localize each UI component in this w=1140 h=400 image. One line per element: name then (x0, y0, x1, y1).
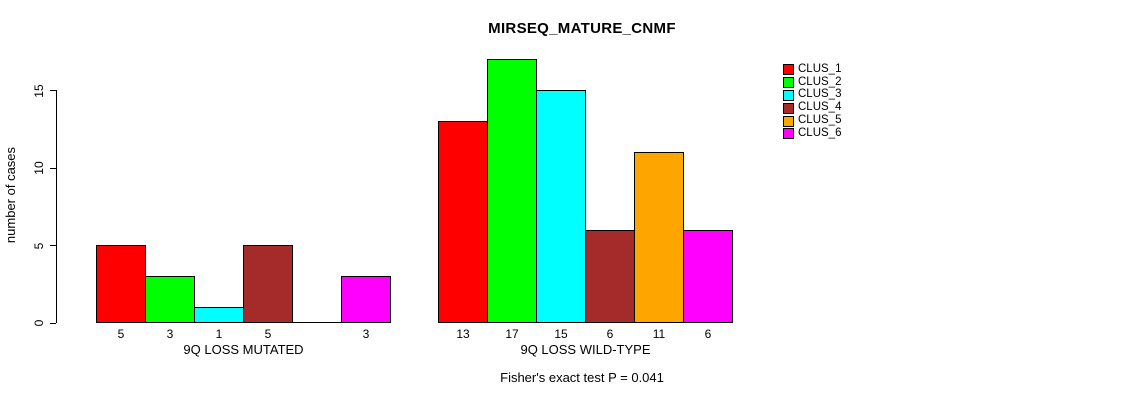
bar (634, 152, 684, 323)
bar-value-label: 3 (166, 327, 174, 341)
legend-swatch (783, 63, 794, 75)
bar (96, 245, 146, 323)
legend: CLUS_1 CLUS_2 CLUS_3 CLUS_4 CLUS_5 CLUS_6 (783, 63, 841, 140)
bar-value-label: 1 (215, 327, 223, 341)
bar (585, 230, 635, 323)
fisher-test-note: Fisher's exact test P = 0.041 (500, 370, 664, 385)
legend-swatch (783, 128, 794, 140)
legend-label: CLUS_6 (798, 127, 842, 140)
bar-value-label: 6 (606, 327, 614, 341)
bar-value-label: 3 (362, 327, 370, 341)
legend-item: CLUS_3 (783, 89, 841, 102)
bar (341, 276, 391, 323)
bar (145, 276, 195, 323)
zero-height-bar-line (292, 322, 342, 323)
legend-item: CLUS_5 (783, 115, 841, 128)
bar (536, 90, 586, 323)
bar (194, 307, 244, 323)
bar-value-label: 11 (652, 327, 666, 341)
y-axis-tick (50, 245, 56, 246)
legend-item: CLUS_4 (783, 102, 841, 115)
bar (243, 245, 293, 323)
legend-swatch (783, 115, 794, 127)
legend-label: CLUS_3 (798, 88, 842, 101)
y-axis-tick-label: 10 (32, 161, 46, 175)
bar (683, 230, 733, 323)
y-axis-tick-label: 5 (32, 242, 46, 249)
legend-item: CLUS_6 (783, 127, 841, 140)
y-axis-tick-label: 15 (32, 83, 46, 98)
x-group-label-wildtype: 9Q LOSS WILD-TYPE (520, 342, 651, 357)
bar (438, 121, 488, 323)
legend-label: CLUS_5 (798, 114, 842, 127)
y-axis-tick (50, 167, 56, 169)
bar-value-label: 15 (554, 327, 568, 341)
y-axis-tick-label: 0 (32, 319, 46, 327)
bar-value-label: 6 (704, 327, 712, 341)
y-axis-line (56, 90, 57, 323)
legend-swatch (783, 76, 794, 88)
y-axis-tick (50, 322, 56, 324)
legend-swatch (783, 89, 794, 101)
bar-value-label: 13 (456, 327, 470, 341)
bar-value-label: 17 (505, 327, 519, 341)
bar-value-label: 5 (264, 327, 272, 341)
y-axis-tick (50, 90, 56, 91)
bar (487, 59, 537, 323)
legend-item: CLUS_2 (783, 76, 841, 89)
legend-label: CLUS_2 (798, 75, 842, 88)
legend-swatch (783, 102, 794, 114)
y-axis-label: number of cases (3, 146, 18, 244)
legend-label: CLUS_4 (798, 101, 842, 114)
x-group-label-mutated: 9Q LOSS MUTATED (183, 342, 304, 357)
bar-value-label: 5 (117, 327, 125, 341)
chart-title: MIRSEQ_MATURE_CNMF (488, 20, 676, 37)
legend-label: CLUS_1 (798, 62, 842, 75)
legend-item: CLUS_1 (783, 63, 841, 76)
